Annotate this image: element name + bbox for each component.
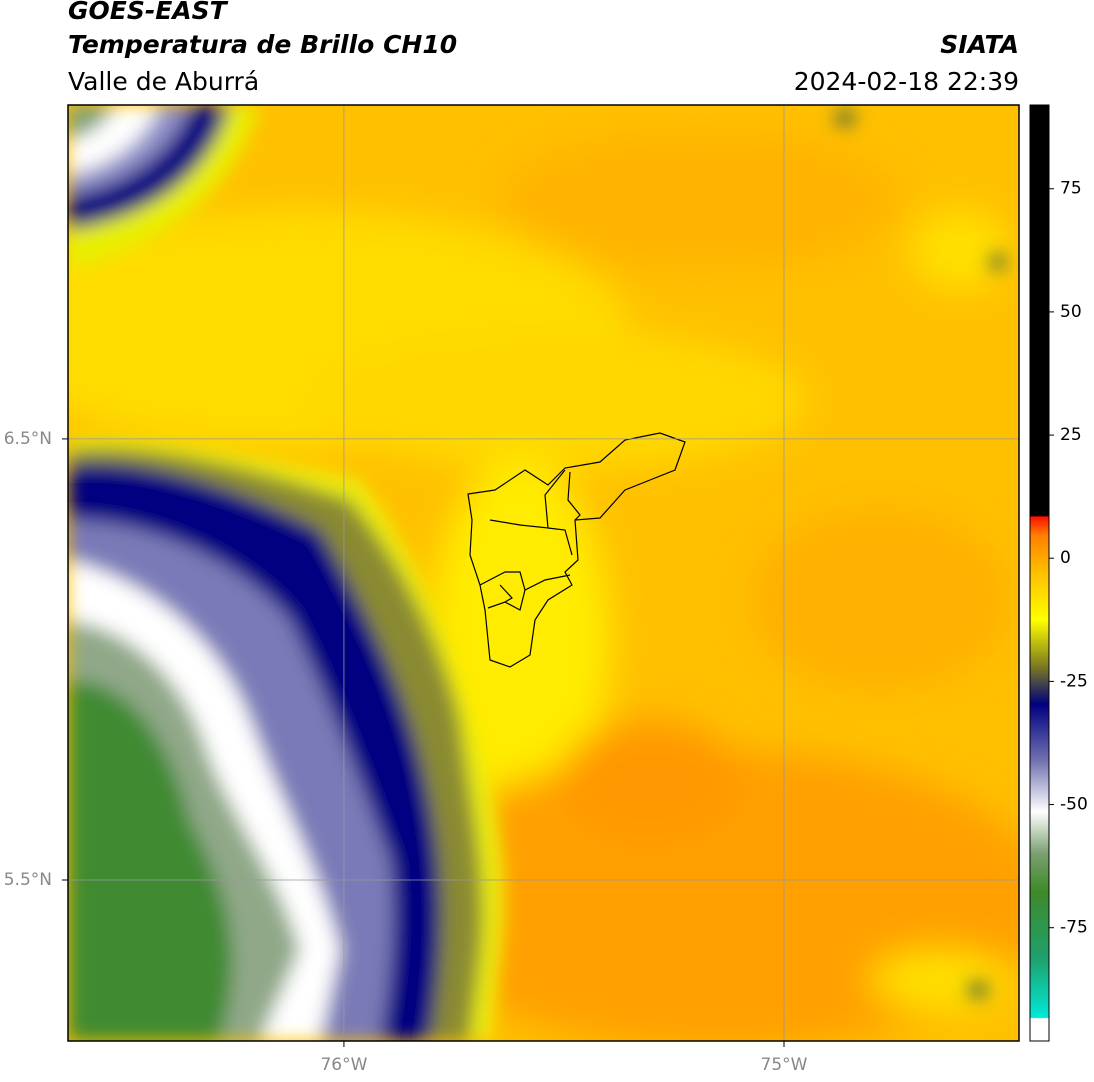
timestamp: 2024-02-18 22:39 — [794, 67, 1019, 96]
colorbar-tick-label: -75 — [1060, 918, 1088, 938]
municipality-outline — [467, 432, 686, 668]
region: Valle de Aburrá — [68, 67, 259, 96]
satellite-image — [68, 105, 1019, 1041]
x-tick-label: 76°W — [320, 1055, 367, 1075]
colorbar-tick-label: -25 — [1060, 671, 1088, 691]
colorbar-tick-label: 25 — [1060, 425, 1082, 445]
colorbar-tick-label: 0 — [1060, 548, 1071, 568]
colorbar — [1029, 104, 1050, 1042]
y-tick-label: 6.5°N — [4, 429, 52, 449]
colorbar-tick-label: 50 — [1060, 302, 1082, 322]
y-tick-label: 5.5°N — [4, 870, 52, 890]
x-tick-label: 75°W — [761, 1055, 808, 1075]
subtitle: Temperatura de Brillo CH10 — [68, 30, 457, 59]
colorbar-tick-label: -50 — [1060, 795, 1088, 815]
source: SIATA — [940, 30, 1019, 59]
colorbar-tick-label: 75 — [1060, 179, 1082, 199]
title: GOES-EAST — [68, 0, 229, 25]
map-frame — [67, 104, 1020, 1042]
